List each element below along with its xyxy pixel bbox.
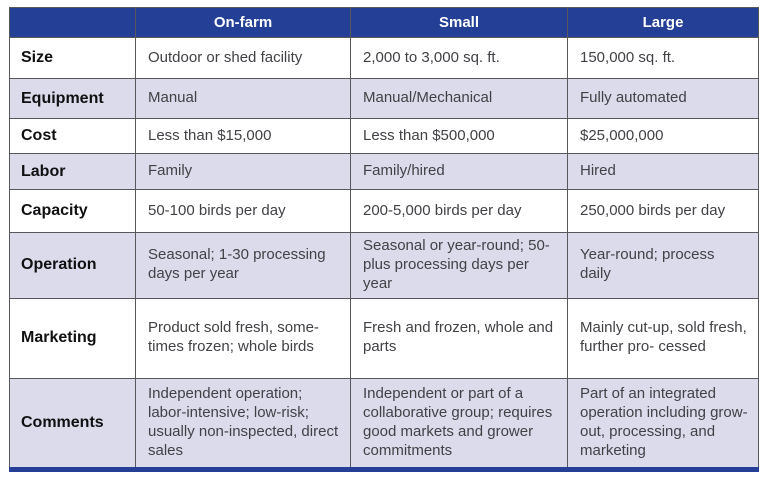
cell-equipment-large: Fully automated: [567, 78, 759, 119]
header-small: Small: [350, 7, 568, 38]
table-row-operation: Operation Seasonal; 1-30 processing days…: [9, 232, 759, 299]
cell-comments-small: Independent or part of a collaborative g…: [350, 377, 568, 470]
cell-marketing-small: Fresh and frozen, whole and parts: [350, 297, 568, 379]
cell-comments-on-farm: Independent operation; labor-intensive; …: [135, 377, 351, 470]
cell-equipment-on-farm: Manual: [135, 78, 351, 119]
table-row-comments: Comments Independent operation; labor-in…: [9, 377, 759, 470]
cell-marketing-on-farm: Product sold fresh, some-times frozen; w…: [135, 297, 351, 379]
cell-labor-large: Hired: [567, 153, 759, 190]
cell-marketing-large: Mainly cut-up, sold fresh, further pro- …: [567, 297, 759, 379]
cell-size-small: 2,000 to 3,000 sq. ft.: [350, 37, 568, 79]
table-row-size: Size Outdoor or shed facility 2,000 to 3…: [9, 37, 759, 79]
cell-size-on-farm: Outdoor or shed facility: [135, 37, 351, 79]
comparison-table: On-farm Small Large Size Outdoor or shed…: [9, 7, 759, 472]
cell-capacity-on-farm: 50-100 birds per day: [135, 189, 351, 233]
header-corner-cell: [9, 7, 136, 38]
row-label-capacity: Capacity: [9, 189, 136, 233]
table-row-marketing: Marketing Product sold fresh, some-times…: [9, 297, 759, 379]
row-label-comments: Comments: [9, 377, 136, 470]
cell-capacity-small: 200-5,000 birds per day: [350, 189, 568, 233]
cell-labor-on-farm: Family: [135, 153, 351, 190]
cell-cost-large: $25,000,000: [567, 118, 759, 154]
table-row-cost: Cost Less than $15,000 Less than $500,00…: [9, 118, 759, 154]
row-label-marketing: Marketing: [9, 297, 136, 379]
cell-comments-large: Part of an integrated operation includin…: [567, 377, 759, 470]
row-label-labor: Labor: [9, 153, 136, 190]
cell-operation-small: Seasonal or year-round; 50-plus processi…: [350, 232, 568, 299]
table-row-capacity: Capacity 50-100 birds per day 200-5,000 …: [9, 189, 759, 233]
table-row-labor: Labor Family Family/hired Hired: [9, 153, 759, 190]
row-label-size: Size: [9, 37, 136, 79]
row-label-equipment: Equipment: [9, 78, 136, 119]
header-on-farm: On-farm: [135, 7, 351, 38]
row-label-operation: Operation: [9, 232, 136, 299]
row-label-cost: Cost: [9, 118, 136, 154]
header-large: Large: [567, 7, 759, 38]
cell-size-large: 150,000 sq. ft.: [567, 37, 759, 79]
cell-capacity-large: 250,000 birds per day: [567, 189, 759, 233]
cell-equipment-small: Manual/Mechanical: [350, 78, 568, 119]
cell-cost-on-farm: Less than $15,000: [135, 118, 351, 154]
table-row-equipment: Equipment Manual Manual/Mechanical Fully…: [9, 78, 759, 119]
cell-labor-small: Family/hired: [350, 153, 568, 190]
cell-operation-large: Year-round; process daily: [567, 232, 759, 299]
cell-operation-on-farm: Seasonal; 1-30 processing days per year: [135, 232, 351, 299]
cell-cost-small: Less than $500,000: [350, 118, 568, 154]
header-row: On-farm Small Large: [9, 7, 759, 38]
